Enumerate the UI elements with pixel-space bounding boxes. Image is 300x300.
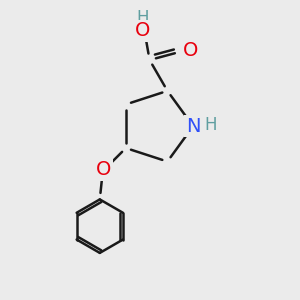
Text: N: N [186,117,200,136]
Text: O: O [135,21,150,40]
Text: O: O [182,40,198,60]
Text: H: H [136,9,149,27]
Text: O: O [96,160,111,179]
Text: H: H [205,116,217,134]
